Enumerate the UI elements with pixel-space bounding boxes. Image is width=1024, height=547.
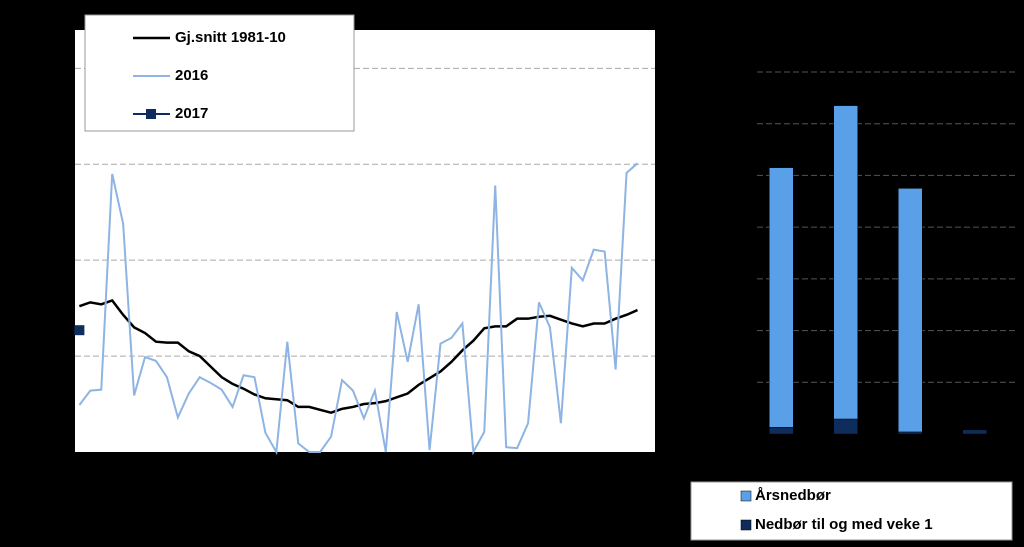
y-tick-label: 600 (724, 115, 749, 132)
bar (962, 429, 987, 435)
legend-label: 2017 (175, 105, 208, 122)
legend-swatch (740, 490, 752, 502)
y-tick-label: 300 (724, 270, 749, 287)
legend-label: 2016 (175, 67, 208, 84)
y-tick-label: 30 (50, 155, 67, 172)
series-line (78, 162, 639, 456)
y-tick-label: 10 (50, 347, 67, 364)
y-tick-label: 500 (724, 166, 749, 183)
y-tick-label: 0 (59, 443, 67, 460)
bar (898, 431, 923, 435)
legend-box (84, 14, 355, 132)
legend-label: Gj.snitt 1981-10 (175, 29, 286, 46)
y-tick-label: 0 (741, 425, 749, 442)
legend-swatch (740, 519, 752, 531)
y-tick-label: 400 (724, 218, 749, 235)
bar (769, 427, 794, 435)
y-tick-label: 700 (724, 63, 749, 80)
legend-label: Nedbør til og med veke 1 (755, 516, 933, 533)
y-tick-label: 40 (50, 59, 67, 76)
bar (769, 167, 794, 435)
y-tick-label: 200 (724, 322, 749, 339)
bar (898, 188, 923, 435)
bar (833, 105, 858, 435)
legend-box (690, 481, 1013, 541)
bar (833, 418, 858, 435)
y-tick-label: 20 (50, 251, 67, 268)
series-marker (74, 325, 85, 336)
y-tick-label: 100 (724, 373, 749, 390)
legend-label: Årsnedbør (755, 487, 831, 504)
legend-marker (146, 109, 156, 119)
